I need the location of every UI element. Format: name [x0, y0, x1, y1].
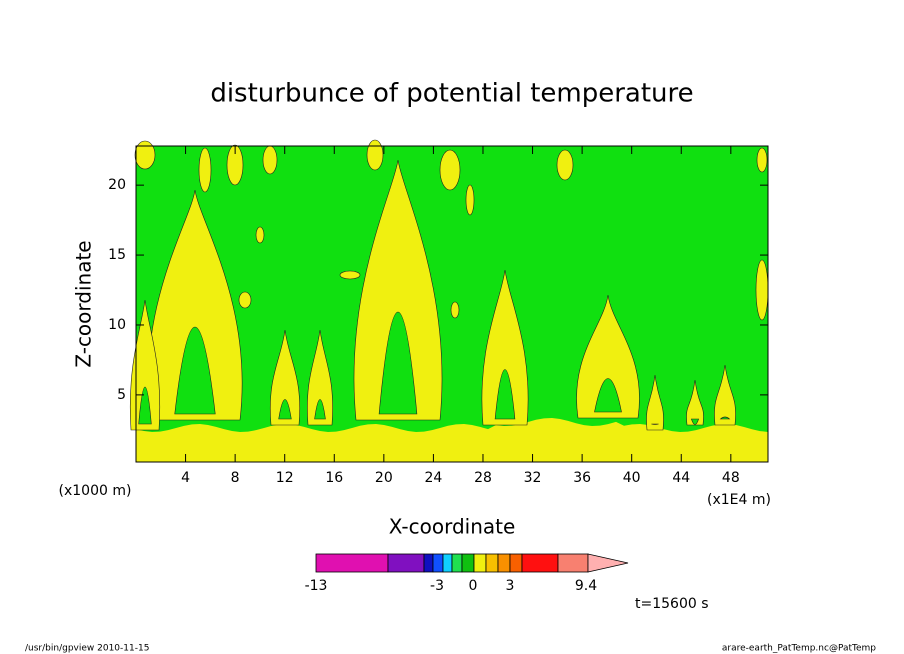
x-tick-label: 48: [722, 470, 740, 486]
field-background: [719, 416, 731, 420]
contour-field: [130, 139, 769, 462]
field-positive: [439, 149, 461, 191]
y-tick-label: 5: [117, 387, 126, 403]
x-unit: (x1000 m): [59, 483, 132, 499]
colorbar-segment: [451, 553, 463, 573]
y-tick-label: 20: [108, 177, 126, 193]
colorbar-tick-label: 3: [506, 578, 515, 594]
x-tick-label: 12: [276, 470, 294, 486]
field-background: [314, 399, 326, 420]
field-background: [594, 378, 622, 413]
colorbar-segment: [387, 553, 425, 573]
field-background: [174, 326, 216, 415]
footer-left: /usr/bin/gpview 2010-11-15: [25, 644, 149, 654]
field-positive: [134, 140, 156, 170]
field-background: [378, 312, 418, 415]
colorbar-tick-label: 9.4: [575, 578, 597, 594]
x-tick-label: 44: [672, 470, 690, 486]
colorbar-segment: [485, 553, 499, 573]
footer-right: arare-earth_PatTemp.nc@PatTemp: [722, 644, 876, 654]
field-positive: [262, 145, 278, 175]
colorbar-segment: [473, 553, 487, 573]
field-positive: [147, 189, 243, 421]
x-tick-label: 32: [524, 470, 542, 486]
field-positive: [353, 159, 443, 421]
field-background: [138, 387, 152, 425]
x-scale: (x1E4 m): [707, 492, 771, 508]
field-positive: [238, 291, 252, 309]
x-tick-label: 4: [181, 470, 190, 486]
field-background: [651, 423, 659, 425]
field-background: [690, 418, 700, 425]
colorbar-tick-label: -3: [430, 578, 444, 594]
field-positive: [714, 364, 736, 426]
x-tick-label: 20: [375, 470, 393, 486]
field-positive: [686, 379, 704, 426]
colorbar-tick-label: 0: [469, 578, 478, 594]
colorbar-segment: [315, 553, 389, 573]
colorbar-segment: [521, 553, 559, 573]
x-tick-label: 36: [573, 470, 591, 486]
colorbar-tick-label: -13: [305, 578, 328, 594]
colorbar-segment: [442, 553, 453, 573]
field-positive: [269, 329, 301, 426]
field-positive: [755, 259, 769, 321]
field-positive: [255, 226, 265, 244]
y-tick-label: 10: [108, 317, 126, 333]
colorbar-segment: [432, 553, 444, 573]
colorbar-arrow: [587, 553, 629, 573]
field-positive: [339, 270, 361, 280]
field-positive: [450, 301, 460, 319]
field-positive: [366, 139, 384, 171]
colorbar-segment: [461, 553, 475, 573]
colorbar-segment: [497, 553, 511, 573]
field-background: [494, 369, 516, 420]
colorbar-segment: [423, 553, 434, 573]
field-positive: [556, 149, 574, 181]
field-positive: [136, 418, 768, 462]
field-positive: [481, 269, 529, 426]
y-tick-label: 15: [108, 247, 126, 263]
x-tick-label: 28: [474, 470, 492, 486]
field-positive: [307, 329, 333, 426]
colorbar-segment: [557, 553, 589, 573]
chart-title: disturbunce of potential temperature: [210, 79, 693, 109]
field-positive: [576, 294, 640, 419]
y-axis-label: Z-coordinate: [72, 240, 96, 367]
field-positive: [465, 184, 475, 216]
field-positive: [130, 299, 160, 431]
time-label: t=15600 s: [635, 596, 709, 612]
x-tick-label: 16: [325, 470, 343, 486]
x-tick-label: 40: [623, 470, 641, 486]
field-positive: [756, 147, 768, 173]
field-positive: [226, 144, 244, 186]
x-tick-label: 8: [231, 470, 240, 486]
x-tick-label: 24: [424, 470, 442, 486]
field-positive: [646, 374, 664, 431]
field-background: [278, 399, 292, 420]
field-positive: [198, 147, 212, 193]
plot-frame: [135, 145, 769, 463]
x-axis-label: X-coordinate: [389, 515, 516, 539]
colorbar-segment: [509, 553, 523, 573]
